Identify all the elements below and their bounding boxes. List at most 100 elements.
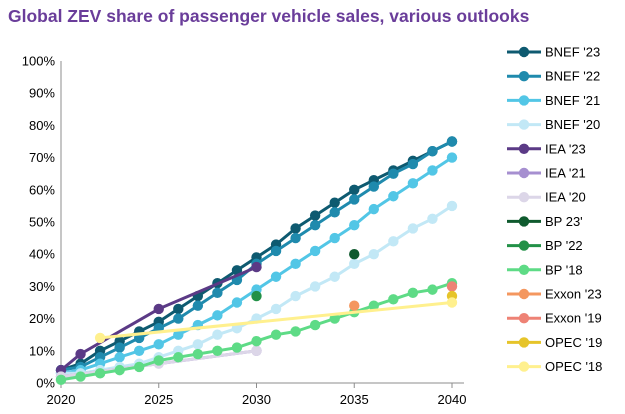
legend-swatch-marker (518, 167, 530, 179)
legend-label: IEA '21 (545, 166, 586, 181)
data-point (427, 165, 438, 176)
data-point (75, 371, 86, 382)
data-point (388, 191, 399, 202)
legend-label: IEA '23 (545, 141, 586, 156)
data-point (368, 249, 379, 260)
axes: 0% 10% 20% 30% 40% 50% 60% 70% 80% 90% 100% 2020 202… (22, 54, 467, 408)
legend-label: BNEF '21 (545, 93, 600, 108)
legend-label: BNEF '22 (545, 69, 600, 84)
legend-swatch-marker (518, 337, 530, 348)
legend-label: Exxon '23 (545, 287, 602, 302)
data-point (368, 300, 379, 311)
legend-item: OPEC '19 (507, 335, 602, 350)
legend-item: IEA '23 (507, 141, 586, 156)
data-point (114, 364, 125, 376)
data-point (94, 332, 106, 344)
data-point (153, 303, 164, 315)
legend-swatch-marker (518, 143, 530, 154)
data-point (349, 258, 360, 270)
series-10 (349, 300, 360, 311)
data-point (309, 220, 321, 231)
data-point (407, 223, 419, 234)
series-7 (349, 249, 360, 260)
data-point (446, 136, 458, 147)
legend-item: OPEC '18 (507, 359, 602, 374)
legend-swatch-marker (518, 95, 530, 106)
data-point (212, 287, 223, 299)
data-point (309, 245, 321, 257)
series-13 (94, 297, 458, 344)
data-point (388, 294, 399, 305)
data-point (55, 374, 67, 385)
legend-swatch-marker (518, 119, 530, 130)
data-point (427, 284, 438, 295)
data-point (446, 297, 458, 308)
data-point (75, 348, 86, 360)
data-point (309, 210, 321, 221)
series-11 (446, 281, 458, 292)
data-point (290, 326, 301, 337)
data-point (270, 245, 282, 257)
data-point (309, 281, 321, 292)
data-point (388, 168, 399, 179)
data-point (114, 342, 125, 353)
y-tick-label: 20% (29, 311, 55, 326)
data-point (427, 213, 438, 224)
legend-swatch-marker (518, 264, 530, 275)
legend-item: BNEF '22 (507, 69, 600, 84)
data-point (349, 184, 360, 195)
legend-item: BNEF '23 (507, 45, 600, 60)
series-layer (55, 136, 458, 385)
data-point (329, 207, 340, 218)
legend-item: BP '18 (507, 262, 583, 277)
data-point (173, 303, 184, 315)
legend-swatch-marker (518, 71, 530, 82)
data-point (446, 281, 458, 292)
legend-item: Exxon '19 (507, 311, 602, 326)
y-tick-label: 10% (29, 343, 55, 358)
data-point (290, 232, 301, 244)
legend-swatch-marker (518, 288, 530, 300)
series-line (99, 301, 453, 340)
data-point (368, 203, 379, 215)
data-point (134, 345, 145, 356)
legend-item: BNEF '21 (507, 93, 600, 108)
data-point (329, 271, 340, 282)
y-tick-label: 100% (22, 54, 56, 69)
data-point (251, 261, 262, 273)
data-point (446, 200, 458, 212)
legend-label: BNEF '23 (545, 45, 600, 60)
legend: BNEF '23 BNEF '22 BNEF '21 BNEF '20 IEA '23 I… (507, 45, 602, 374)
data-point (212, 329, 223, 340)
data-point (270, 303, 282, 315)
legend-swatch-marker (518, 192, 530, 203)
data-point (388, 236, 399, 247)
y-tick-label: 50% (29, 215, 55, 230)
data-point (114, 352, 125, 363)
data-point (270, 271, 282, 282)
data-point (173, 313, 184, 324)
data-point (290, 290, 301, 302)
legend-item: BNEF '20 (507, 117, 600, 132)
data-point (231, 342, 243, 353)
data-point (349, 300, 360, 311)
legend-swatch-marker (518, 313, 530, 324)
legend-swatch-marker (518, 361, 530, 372)
y-tick-label: 80% (29, 118, 55, 133)
x-tick-label: 2020 (47, 392, 76, 407)
legend-label: BP '18 (545, 262, 583, 277)
data-point (446, 152, 458, 163)
legend-swatch-marker (518, 216, 530, 227)
data-point (407, 158, 419, 170)
data-point (192, 348, 204, 360)
data-point (368, 181, 379, 192)
x-tick-label: 2035 (340, 392, 369, 407)
data-point (192, 300, 204, 311)
y-tick-label: 30% (29, 279, 55, 294)
y-tick-label: 0% (36, 376, 55, 391)
legend-label: IEA '20 (545, 190, 586, 205)
legend-item: Exxon '23 (507, 287, 602, 302)
data-point (173, 329, 184, 340)
legend-item: BP '22 (507, 238, 583, 253)
data-point (349, 249, 360, 260)
